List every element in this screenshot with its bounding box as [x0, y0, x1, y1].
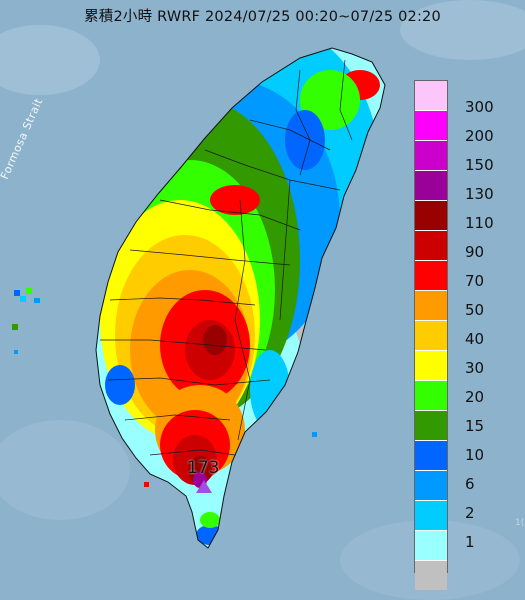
- legend-swatch: [415, 561, 447, 590]
- cloud-texture: [0, 420, 130, 520]
- legend-label: 2: [465, 504, 475, 522]
- legend-label: 90: [465, 243, 485, 261]
- legend-swatch: [415, 531, 447, 561]
- legend-label: 200: [465, 127, 494, 145]
- legend-label: 6: [465, 475, 475, 493]
- legend-swatch: [415, 261, 447, 291]
- legend-swatch: [415, 201, 447, 231]
- legend-label: 50: [465, 301, 485, 319]
- corner-text: 1(: [515, 518, 525, 528]
- legend-swatch: [415, 351, 447, 381]
- offshore-rain-specks: [12, 288, 317, 487]
- legend-label: 110: [465, 214, 494, 232]
- legend-label: 150: [465, 156, 494, 174]
- legend-label: 1: [465, 533, 475, 551]
- legend-label: 30: [465, 359, 485, 377]
- legend-swatch: [415, 321, 447, 351]
- legend-swatch: [415, 381, 447, 411]
- legend-label: 15: [465, 417, 485, 435]
- legend-label: 20: [465, 388, 485, 406]
- legend-swatch: [415, 141, 447, 171]
- legend-label: 40: [465, 330, 485, 348]
- legend-label: 70: [465, 272, 485, 290]
- legend-label: 300: [465, 98, 494, 116]
- legend-swatch: [415, 111, 447, 141]
- legend-swatch: [415, 171, 447, 201]
- legend-swatch: [415, 411, 447, 441]
- legend-swatch: [415, 441, 447, 471]
- cloud-texture: [0, 25, 100, 95]
- legend-swatch: [415, 501, 447, 531]
- cloud-texture: [400, 0, 525, 60]
- peak-marker-icon: [196, 480, 212, 493]
- legend-swatch: [415, 291, 447, 321]
- legend-swatches: [414, 80, 448, 590]
- legend-swatch: [415, 81, 447, 111]
- map-title: 累積2小時 RWRF 2024/07/25 00:20~07/25 02:20: [84, 9, 441, 25]
- legend-swatch: [415, 231, 447, 261]
- county-boundaries: [100, 59, 353, 456]
- legend-swatch: [415, 471, 447, 501]
- color-legend: 300 200 150 130 110 90 70 50 40 30 20 15 10 6 2 1: [411, 80, 525, 590]
- peak-value: 173: [187, 458, 220, 478]
- legend-label: 130: [465, 185, 494, 203]
- legend-label: 10: [465, 446, 485, 464]
